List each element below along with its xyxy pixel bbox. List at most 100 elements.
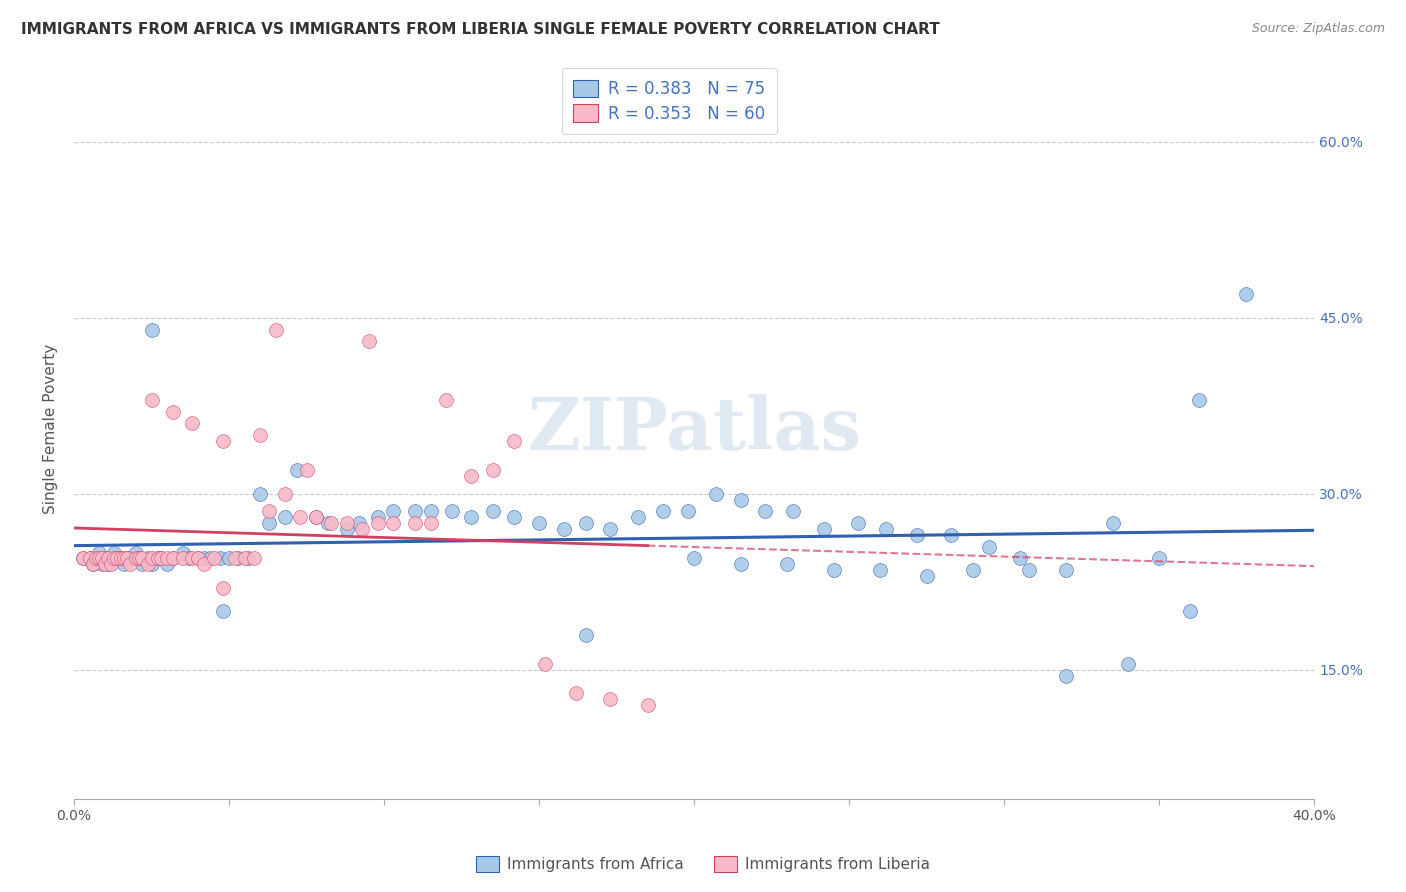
Point — [349, 516, 371, 531]
Point — [352, 522, 374, 536]
Point — [249, 487, 271, 501]
Point — [259, 504, 281, 518]
Legend: Immigrants from Africa, Immigrants from Liberia: Immigrants from Africa, Immigrants from … — [468, 848, 938, 880]
Point — [481, 463, 503, 477]
Point — [321, 516, 343, 531]
Point — [627, 510, 650, 524]
Point — [382, 516, 405, 531]
Point — [419, 516, 441, 531]
Point — [565, 686, 588, 700]
Point — [162, 405, 184, 419]
Point — [1008, 551, 1031, 566]
Point — [79, 551, 101, 566]
Point — [141, 558, 163, 572]
Point — [149, 551, 172, 566]
Point — [162, 551, 184, 566]
Point — [172, 551, 194, 566]
Point — [138, 558, 160, 572]
Point — [212, 581, 235, 595]
Text: Source: ZipAtlas.com: Source: ZipAtlas.com — [1251, 22, 1385, 36]
Point — [212, 434, 235, 448]
Point — [318, 516, 340, 531]
Point — [305, 510, 328, 524]
Point — [100, 558, 122, 572]
Point — [336, 516, 359, 531]
Point — [575, 628, 598, 642]
Point — [503, 434, 526, 448]
Point — [264, 322, 287, 336]
Point — [259, 516, 281, 531]
Point — [107, 551, 129, 566]
Point — [79, 551, 101, 566]
Point — [941, 528, 963, 542]
Point — [187, 551, 209, 566]
Point — [131, 551, 153, 566]
Point — [84, 551, 107, 566]
Point — [285, 463, 308, 477]
Point — [156, 558, 179, 572]
Point — [236, 551, 259, 566]
Point — [704, 487, 727, 501]
Point — [82, 558, 104, 572]
Point — [228, 551, 250, 566]
Point — [103, 551, 125, 566]
Point — [91, 558, 114, 572]
Point — [125, 551, 148, 566]
Point — [404, 504, 426, 518]
Point — [813, 522, 835, 536]
Point — [419, 504, 441, 518]
Point — [249, 428, 271, 442]
Point — [481, 504, 503, 518]
Y-axis label: Single Female Poverty: Single Female Poverty — [44, 344, 58, 515]
Point — [683, 551, 706, 566]
Point — [754, 504, 776, 518]
Point — [782, 504, 804, 518]
Point — [1188, 392, 1211, 407]
Text: IMMIGRANTS FROM AFRICA VS IMMIGRANTS FROM LIBERIA SINGLE FEMALE POVERTY CORRELAT: IMMIGRANTS FROM AFRICA VS IMMIGRANTS FRO… — [21, 22, 939, 37]
Point — [172, 545, 194, 559]
Point — [208, 551, 231, 566]
Point — [575, 516, 598, 531]
Point — [367, 516, 389, 531]
Point — [1178, 604, 1201, 618]
Point — [94, 558, 117, 572]
Point — [1054, 669, 1077, 683]
Point — [599, 522, 621, 536]
Point — [295, 463, 318, 477]
Point — [94, 551, 117, 566]
Point — [915, 569, 938, 583]
Point — [1147, 551, 1170, 566]
Point — [776, 558, 799, 572]
Point — [637, 698, 659, 713]
Point — [212, 604, 235, 618]
Point — [146, 551, 169, 566]
Point — [404, 516, 426, 531]
Point — [177, 551, 200, 566]
Point — [112, 551, 135, 566]
Point — [460, 469, 482, 483]
Point — [1234, 287, 1257, 301]
Point — [243, 551, 266, 566]
Point — [128, 551, 150, 566]
Point — [125, 545, 148, 559]
Point — [1116, 657, 1139, 671]
Point — [193, 551, 215, 566]
Point — [434, 392, 457, 407]
Point — [823, 563, 845, 577]
Point — [503, 510, 526, 524]
Point — [115, 551, 138, 566]
Point — [110, 551, 132, 566]
Point — [460, 510, 482, 524]
Point — [200, 551, 222, 566]
Point — [180, 551, 202, 566]
Point — [84, 551, 107, 566]
Point — [118, 558, 141, 572]
Point — [534, 657, 557, 671]
Point — [1018, 563, 1040, 577]
Point — [100, 551, 122, 566]
Point — [91, 551, 114, 566]
Point — [72, 551, 94, 566]
Point — [875, 522, 897, 536]
Point — [146, 551, 169, 566]
Point — [87, 551, 110, 566]
